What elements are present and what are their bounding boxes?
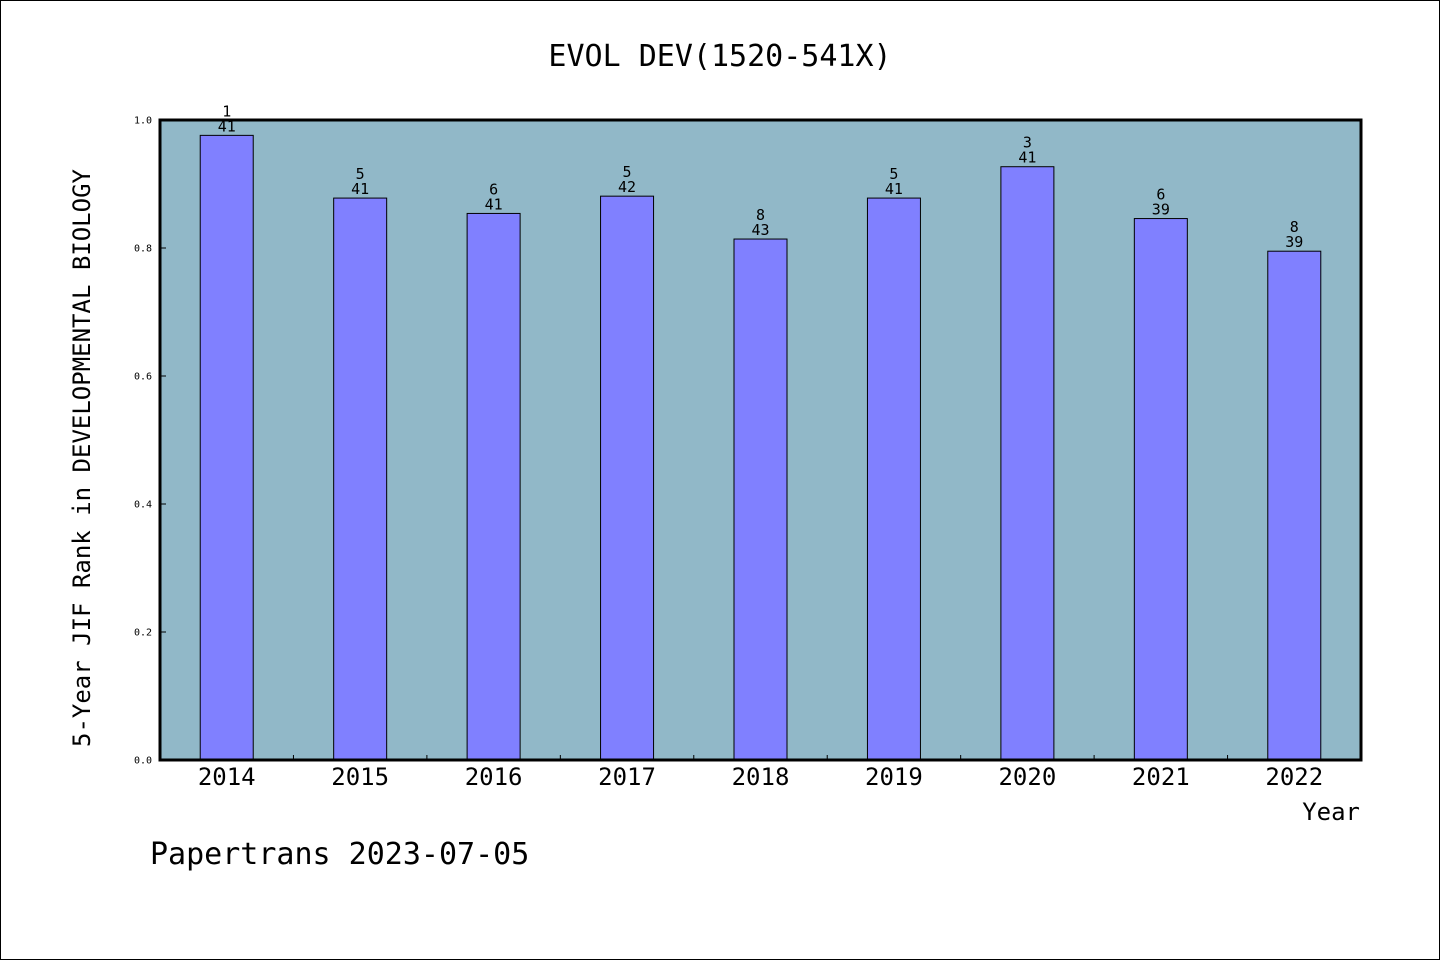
bar-total-label-2021: 39 bbox=[1152, 201, 1170, 219]
bar-rank-label-2018: 8 bbox=[756, 206, 765, 224]
bar-total-label-2022: 39 bbox=[1285, 233, 1303, 251]
bar-rank-label-2015: 5 bbox=[356, 165, 365, 183]
bar-total-label-2017: 42 bbox=[618, 178, 636, 196]
bar-2021 bbox=[1133, 218, 1188, 761]
y-tick-label: 0.4 bbox=[134, 500, 152, 511]
y-tick-label: 1.0 bbox=[134, 116, 152, 127]
x-axis-label: Year bbox=[1302, 798, 1360, 826]
x-tick-label-2021: 2021 bbox=[1132, 763, 1190, 791]
bar-total-label-2020: 41 bbox=[1018, 149, 1036, 167]
bar-total-label-2016: 41 bbox=[485, 195, 503, 213]
plot-border bbox=[158, 118, 1363, 762]
y-axis-label: 5-Year JIF Rank in DEVELOPMENTAL BIOLOGY bbox=[68, 168, 96, 747]
bar-2020 bbox=[1000, 166, 1055, 761]
y-tick-label: 0.6 bbox=[134, 372, 152, 383]
bar-rank-label-2021: 6 bbox=[1156, 186, 1165, 204]
bar-2017 bbox=[600, 195, 655, 761]
footer-credit: Papertrans 2023-07-05 bbox=[150, 837, 529, 872]
bar-total-label-2014: 41 bbox=[218, 117, 236, 135]
y-tick-label: 0.8 bbox=[134, 244, 152, 255]
bar-2022 bbox=[1267, 250, 1322, 761]
bar-2019 bbox=[866, 197, 921, 761]
chart-title: EVOL DEV(1520-541X) bbox=[548, 39, 891, 74]
x-axis: 2014 2015 2016 2017 2018 2019 2020 2021 2022 bbox=[198, 755, 1323, 791]
bar-rank-label-2014: 1 bbox=[222, 102, 231, 120]
bar-2016 bbox=[466, 212, 521, 761]
bar-total-label-2015: 41 bbox=[351, 180, 369, 198]
y-tick-label: 0.0 bbox=[134, 756, 152, 767]
bar-rank-label-2019: 5 bbox=[889, 165, 898, 183]
bar-2018 bbox=[733, 238, 788, 761]
x-tick-label-2018: 2018 bbox=[732, 763, 790, 791]
x-tick-label-2014: 2014 bbox=[198, 763, 256, 791]
y-tick-label: 0.2 bbox=[134, 628, 152, 639]
x-tick-label-2017: 2017 bbox=[598, 763, 656, 791]
bars-layer bbox=[199, 134, 1322, 761]
x-tick-label-2016: 2016 bbox=[465, 763, 523, 791]
bar-rank-label-2022: 8 bbox=[1290, 218, 1299, 236]
x-tick-label-2020: 2020 bbox=[998, 763, 1056, 791]
bar-total-label-2019: 41 bbox=[885, 180, 903, 198]
bar-total-label-2018: 43 bbox=[751, 221, 769, 239]
bar-rank-label-2020: 3 bbox=[1023, 134, 1032, 152]
bar-rank-label-2017: 5 bbox=[623, 163, 632, 181]
x-tick-label-2022: 2022 bbox=[1265, 763, 1323, 791]
bar-2014 bbox=[199, 134, 254, 761]
bar-rank-label-2016: 6 bbox=[489, 180, 498, 198]
x-tick-label-2015: 2015 bbox=[331, 763, 389, 791]
bar-2015 bbox=[333, 197, 388, 761]
x-tick-label-2019: 2019 bbox=[865, 763, 923, 791]
